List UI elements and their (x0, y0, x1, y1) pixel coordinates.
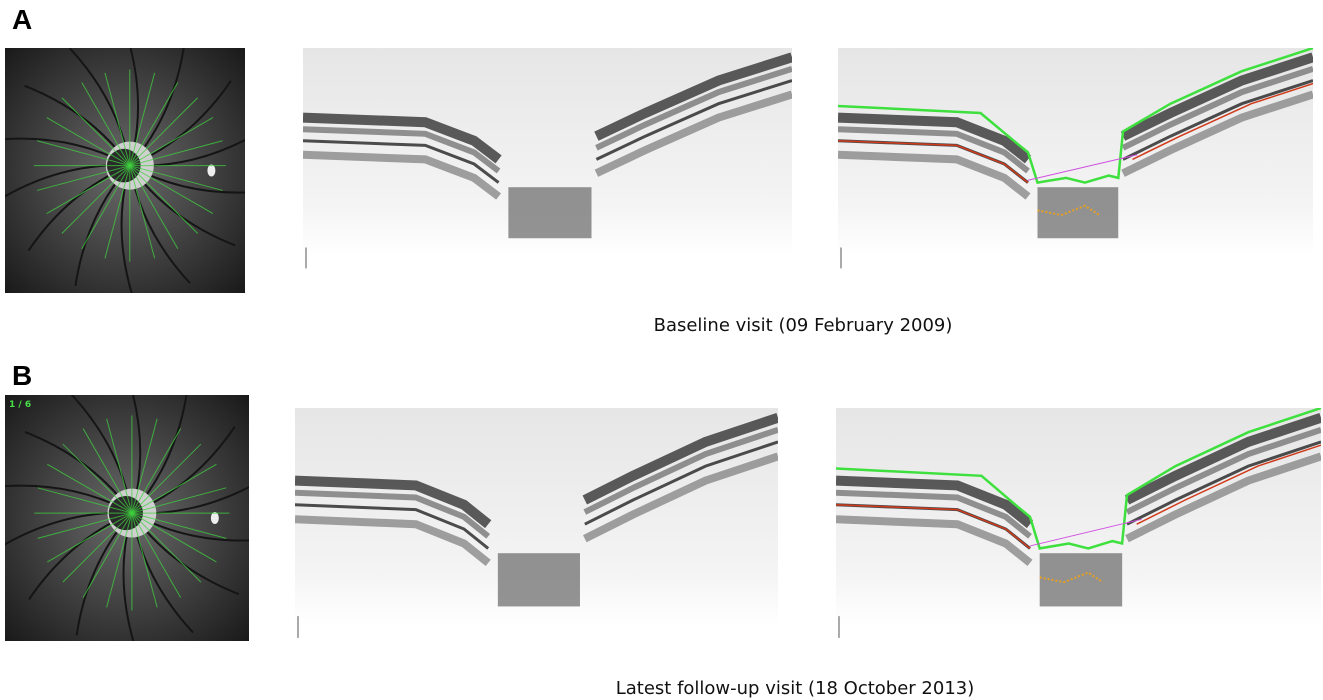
caption: Latest follow-up visit (18 October 2013) (495, 678, 1095, 699)
panel-label: A (12, 4, 32, 36)
reflex (207, 165, 215, 177)
fundus-image (5, 48, 245, 293)
oct-scan (295, 408, 778, 650)
oct-scan (838, 48, 1313, 280)
figure: A Baseline visit (09 February 2009) B La… (0, 0, 1323, 700)
panel-label: B (12, 360, 32, 392)
image-counter: 1 / 6 (9, 400, 31, 410)
caption: Baseline visit (09 February 2009) (503, 315, 1103, 336)
cup-tissue (508, 187, 591, 238)
reflex (211, 512, 219, 524)
cup-tissue (498, 553, 580, 606)
oct-scan (303, 48, 792, 280)
fundus-image: 1 / 6 (5, 395, 249, 641)
oct-scan (836, 408, 1321, 650)
